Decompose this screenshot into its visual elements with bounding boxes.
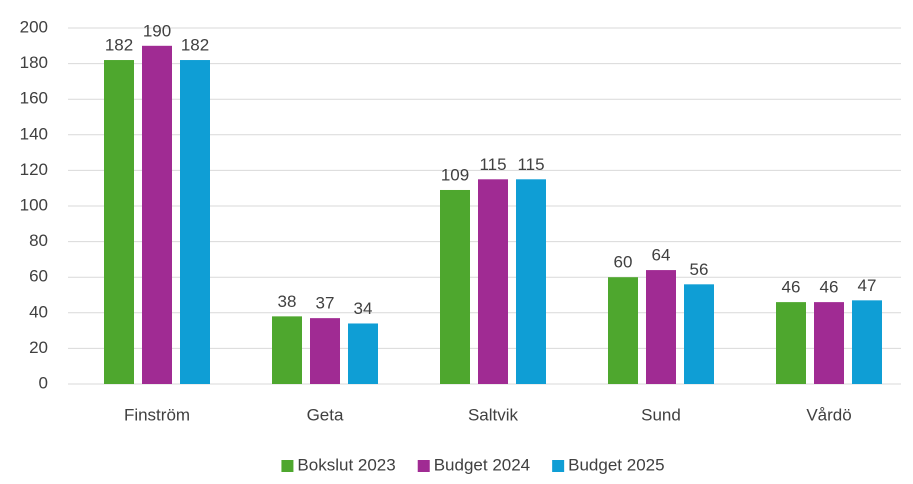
y-tick-label: 0 [39, 373, 48, 392]
bar [478, 179, 508, 384]
data-label: 115 [517, 155, 544, 174]
bar [310, 318, 340, 384]
y-tick-label: 200 [20, 17, 48, 36]
y-tick-label: 180 [20, 53, 48, 72]
y-tick-label: 20 [29, 338, 48, 357]
data-label: 190 [143, 21, 171, 40]
bar [272, 316, 302, 384]
data-label: 46 [782, 278, 801, 297]
bar [646, 270, 676, 384]
bar [516, 179, 546, 384]
data-label: 115 [479, 155, 506, 174]
legend-label: Bokslut 2023 [297, 455, 395, 474]
y-tick-label: 140 [20, 124, 48, 143]
legend-label: Budget 2025 [568, 455, 664, 474]
y-tick-label: 60 [29, 267, 48, 286]
bar [440, 189, 470, 384]
legend-label: Budget 2024 [434, 455, 530, 474]
bar [348, 323, 378, 384]
data-label: 46 [820, 278, 839, 297]
data-label: 109 [441, 165, 469, 184]
data-label: 38 [278, 292, 297, 311]
data-label: 182 [105, 36, 133, 55]
x-tick-label: Vårdö [806, 405, 851, 424]
data-label: 60 [614, 253, 633, 272]
x-tick-label: Sund [641, 405, 681, 424]
y-tick-label: 160 [20, 89, 48, 108]
data-label: 37 [316, 294, 335, 313]
legend-swatch [417, 460, 430, 472]
y-tick-label: 40 [29, 302, 48, 321]
bar [776, 302, 806, 384]
x-tick-label: Saltvik [468, 405, 519, 424]
y-tick-label: 100 [20, 195, 48, 214]
bar [814, 302, 844, 384]
y-tick-label: 120 [20, 160, 48, 179]
legend-swatch [281, 460, 294, 472]
x-tick-label: Geta [307, 405, 344, 424]
bar [180, 60, 210, 384]
data-label: 64 [652, 246, 671, 265]
bar [684, 284, 714, 384]
y-tick-label: 80 [29, 231, 48, 250]
data-label: 34 [354, 299, 373, 318]
data-label: 56 [690, 260, 709, 279]
data-label: 47 [858, 276, 877, 295]
bar [608, 277, 638, 384]
legend-swatch [552, 460, 565, 472]
data-label: 182 [181, 36, 209, 55]
bar [852, 300, 882, 384]
x-tick-label: Finström [124, 405, 190, 424]
bar [142, 45, 172, 385]
bar [104, 60, 134, 384]
